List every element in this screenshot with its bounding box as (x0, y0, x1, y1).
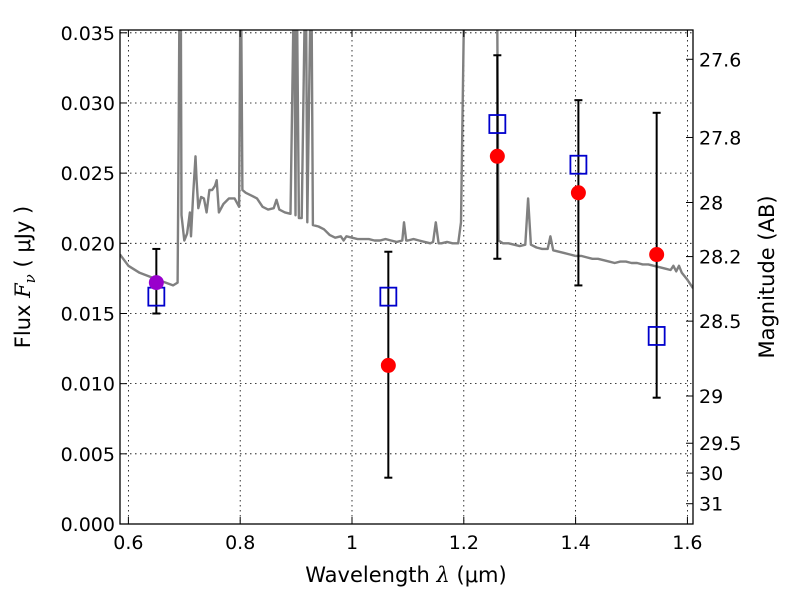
observed-flux-dot (649, 247, 665, 263)
mag-tick-label: 27.6 (699, 49, 741, 71)
y-tick-label: 0.020 (61, 233, 115, 255)
x-tick-label: 1.2 (449, 532, 479, 554)
model-square-marker (647, 326, 666, 346)
ticks: 0.6 0.8 1 1.2 1.4 1.6 0.000 0.005 0.010 0.015 0.02… (61, 23, 742, 554)
plot-frame (119, 29, 694, 525)
marker-layer (147, 54, 666, 479)
observed-flux-dot (489, 148, 505, 164)
observed-flux-dot (148, 275, 164, 291)
y-tick-label: 0.005 (61, 444, 115, 466)
y-tick-label: 0.015 (61, 303, 115, 325)
mag-tick-label: 31 (699, 494, 723, 516)
data-layer (120, 30, 693, 289)
mag-tick-label: 30 (699, 463, 723, 485)
model-spectrum-line (120, 30, 693, 289)
y-tick-label: 0.035 (61, 23, 115, 45)
y-tick-label: 0.010 (61, 374, 115, 396)
y2-axis-label: Magnitude (AB) (755, 195, 779, 358)
y-tick-label: 0.025 (61, 163, 115, 185)
y-axis-label: Flux Fν ( μJy ) (11, 206, 39, 348)
y-tick-label: 0.030 (61, 93, 115, 115)
mag-tick-label: 27.8 (699, 127, 741, 149)
mag-tick-label: 28.2 (699, 247, 741, 269)
x-tick-label: 1.4 (560, 532, 590, 554)
mag-tick-label: 29 (699, 386, 723, 408)
grid (120, 30, 693, 525)
mag-tick-label: 28 (699, 192, 723, 214)
model-square-marker (488, 114, 507, 134)
model-square-marker (379, 286, 398, 307)
mag-tick-label: 28.5 (699, 311, 741, 333)
y-tick-label: 0.000 (61, 514, 115, 536)
x-axis-label: Wavelength λ (μm) (305, 563, 506, 587)
mag-tick-label: 29.5 (699, 433, 741, 455)
x-tick-label: 1 (346, 532, 358, 554)
plot-background (120, 30, 693, 524)
x-tick-label: 0.6 (113, 532, 143, 554)
observed-flux-dot (380, 357, 396, 373)
model-square-marker (569, 154, 588, 175)
observed-flux-dot (570, 185, 586, 201)
x-tick-label: 1.6 (672, 532, 702, 554)
x-tick-label: 0.8 (225, 532, 255, 554)
